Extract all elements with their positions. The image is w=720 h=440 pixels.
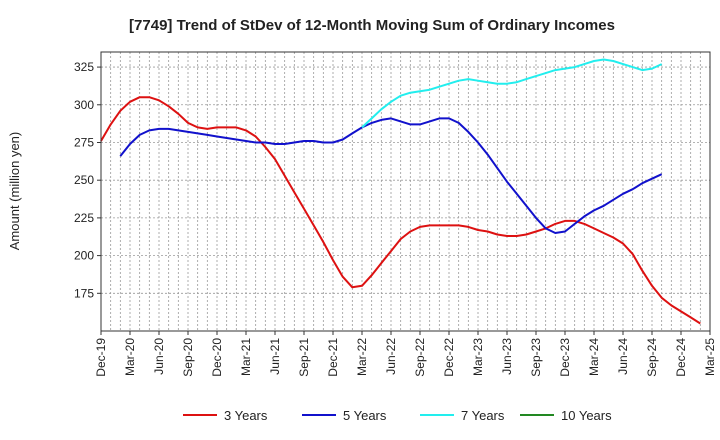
- x-tick-label: Dec-20: [210, 338, 224, 377]
- x-tick-label: Jun-21: [268, 338, 282, 375]
- series-line-2: [119, 117, 663, 234]
- chart-title: [7749] Trend of StDev of 12-Month Moving…: [129, 17, 615, 34]
- y-axis-ticks: 175 200 225 250 275 300 325: [74, 60, 101, 300]
- y-tick-label: 250: [74, 173, 94, 187]
- y-tick-label: 200: [74, 249, 94, 263]
- x-tick-label: Sep-22: [413, 338, 427, 377]
- x-tick-label: Dec-24: [674, 338, 688, 377]
- y-axis-label: Amount (million yen): [7, 132, 22, 251]
- x-tick-label: Jun-23: [500, 338, 514, 375]
- x-tick-label: Sep-23: [529, 338, 543, 377]
- x-tick-label: Dec-21: [326, 338, 340, 377]
- y-tick-label: 275: [74, 135, 94, 149]
- x-tick-label: Dec-22: [442, 338, 456, 377]
- series-line-3: [361, 58, 663, 129]
- legend-label: 3 Years: [224, 408, 268, 423]
- x-axis-ticks: Dec-19 Mar-20 Jun-20 Sep-20 Dec-20 Mar-21 Jun-…: [94, 331, 717, 377]
- x-tick-label: Mar-21: [239, 338, 253, 376]
- x-tick-label: Mar-25: [703, 338, 717, 376]
- y-tick-label: 325: [74, 60, 94, 74]
- x-tick-label: Jun-22: [384, 338, 398, 375]
- y-tick-label: 300: [74, 98, 94, 112]
- x-tick-label: Dec-19: [94, 338, 108, 377]
- x-tick-label: Sep-20: [181, 338, 195, 377]
- legend-label: 10 Years: [561, 408, 612, 423]
- y-tick-label: 225: [74, 211, 94, 225]
- legend: 3 Years 5 Years 7 Years 10 Years: [183, 408, 612, 423]
- legend-label: 5 Years: [343, 408, 387, 423]
- x-tick-label: Jun-20: [152, 338, 166, 375]
- x-tick-label: Sep-21: [297, 338, 311, 377]
- x-tick-label: Mar-20: [123, 338, 137, 376]
- x-tick-label: Sep-24: [645, 338, 659, 377]
- grid: [101, 52, 710, 331]
- series-line-1: [100, 96, 701, 325]
- plot-frame: [100, 51, 711, 332]
- x-tick-label: Dec-23: [558, 338, 572, 377]
- x-tick-label: Jun-24: [616, 338, 630, 375]
- legend-label: 7 Years: [461, 408, 505, 423]
- x-tick-label: Mar-22: [355, 338, 369, 376]
- x-tick-label: Mar-24: [587, 338, 601, 376]
- series-lines: [100, 58, 701, 325]
- y-tick-label: 175: [74, 286, 94, 300]
- x-tick-label: Mar-23: [471, 338, 485, 376]
